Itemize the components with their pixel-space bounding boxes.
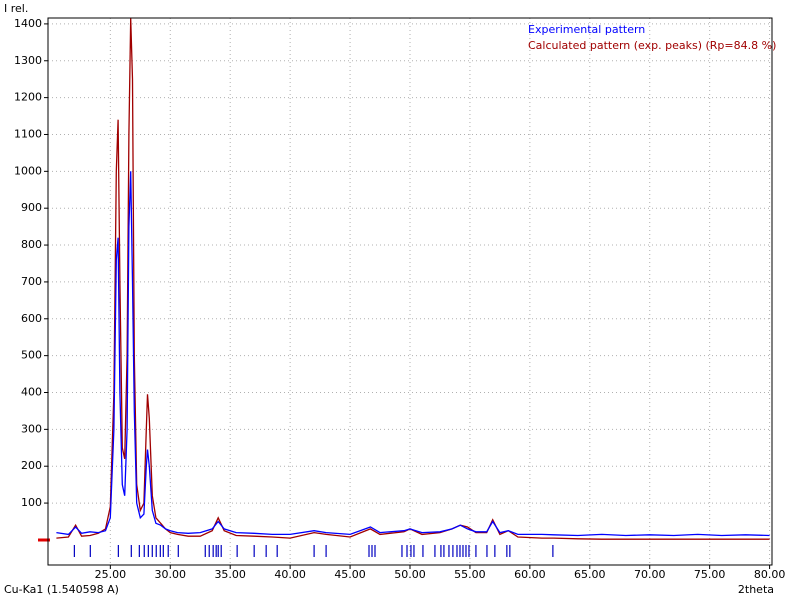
y-tick-label: 1000 <box>14 164 42 177</box>
x-tick-label: 50.00 <box>394 568 426 581</box>
y-tick-label: 100 <box>21 496 42 509</box>
x-tick-label: 65.00 <box>574 568 606 581</box>
y-tick-label: 500 <box>21 349 42 362</box>
y-tick-label: 300 <box>21 422 42 435</box>
x-tick-label: 40.00 <box>274 568 306 581</box>
y-tick-label: 1300 <box>14 54 42 67</box>
y-tick-label: 800 <box>21 238 42 251</box>
y-axis-label: I rel. <box>4 2 28 15</box>
y-tick-label: 1400 <box>14 17 42 30</box>
radiation-note: Cu-Ka1 (1.540598 A) <box>4 583 119 596</box>
x-tick-label: 55.00 <box>454 568 486 581</box>
x-tick-label: 25.00 <box>95 568 127 581</box>
plot-frame <box>47 17 773 566</box>
legend-entry: Experimental pattern <box>528 23 645 36</box>
pattern-line <box>56 171 770 537</box>
x-tick-label: 60.00 <box>514 568 546 581</box>
pattern-line <box>56 18 770 540</box>
x-tick-label: 35.00 <box>214 568 246 581</box>
x-tick-label: 30.00 <box>155 568 187 581</box>
y-tick-label: 1200 <box>14 91 42 104</box>
y-tick-label: 200 <box>21 459 42 472</box>
y-tick-label: 700 <box>21 275 42 288</box>
plot-area <box>56 18 770 540</box>
x-tick-label: 80.00 <box>754 568 786 581</box>
y-tick-label: 900 <box>21 201 42 214</box>
x-axis-label: 2theta <box>738 583 774 596</box>
x-tick-label: 75.00 <box>694 568 726 581</box>
y-tick-label: 400 <box>21 385 42 398</box>
y-tick-label: 1100 <box>14 127 42 140</box>
x-tick-label: 45.00 <box>334 568 366 581</box>
y-tick-label: 600 <box>21 312 42 325</box>
legend-entry: Calculated pattern (exp. peaks) (Rp=84.8… <box>528 39 776 52</box>
x-tick-label: 70.00 <box>634 568 666 581</box>
